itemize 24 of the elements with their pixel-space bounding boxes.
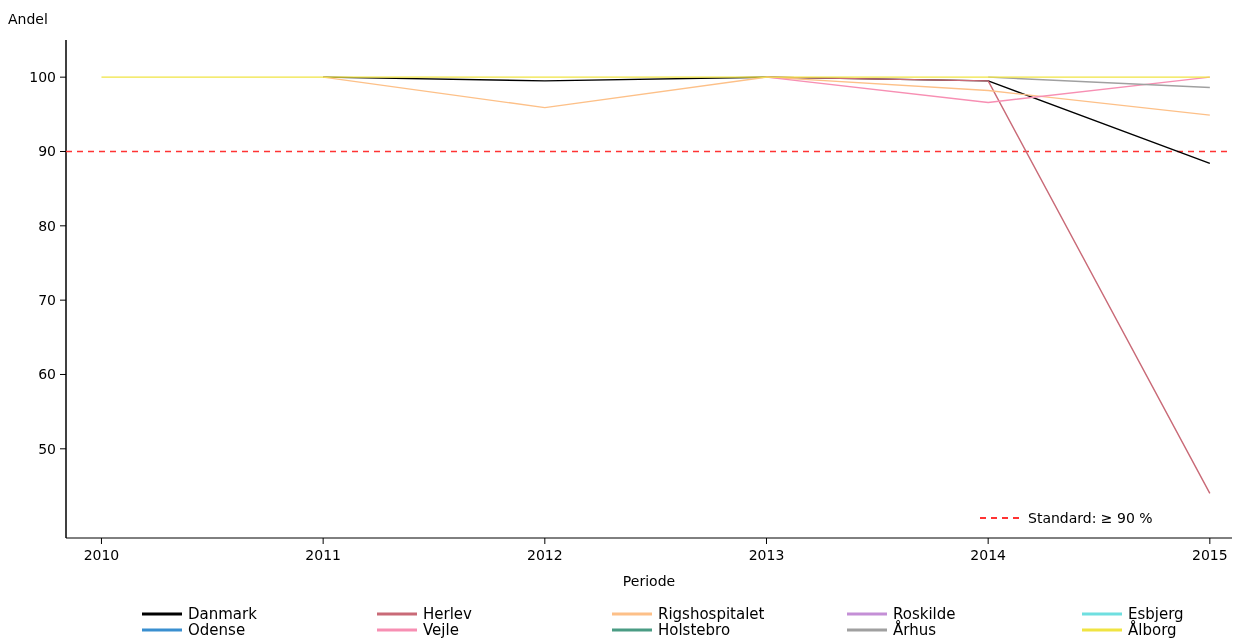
x-axis-title: Periode	[622, 573, 676, 589]
y-tick-label: 60	[38, 366, 56, 383]
x-tick-label: 2012	[526, 547, 563, 563]
y-tick-label: 100	[29, 69, 56, 86]
x-tick-label: 2014	[970, 547, 1007, 563]
legend-label: Danmark	[188, 605, 258, 623]
y-tick-label: 90	[38, 143, 56, 160]
legend-label: Odense	[188, 621, 246, 639]
legend-label: Ålborg	[1128, 620, 1177, 639]
y-tick-label: 70	[38, 292, 56, 309]
legend-label: Herlev	[423, 605, 473, 623]
legend-label: Standard: ≥ 90 %	[1028, 510, 1153, 526]
legend-label: Århus	[893, 620, 937, 639]
x-tick-label: 2011	[305, 547, 341, 563]
x-tick-label: 2013	[748, 547, 785, 563]
y-axis-title: Andel	[8, 11, 48, 27]
legend-label: Vejle	[423, 621, 459, 639]
y-tick-label: 80	[38, 217, 56, 234]
legend-label: Rigshospitalet	[658, 605, 765, 623]
y-tick-label: 50	[38, 440, 56, 457]
x-tick-label: 2015	[1192, 547, 1228, 563]
x-tick-label: 2010	[83, 547, 120, 563]
legend-label: Esbjerg	[1128, 605, 1184, 623]
legend-label: Holstebro	[658, 621, 731, 639]
